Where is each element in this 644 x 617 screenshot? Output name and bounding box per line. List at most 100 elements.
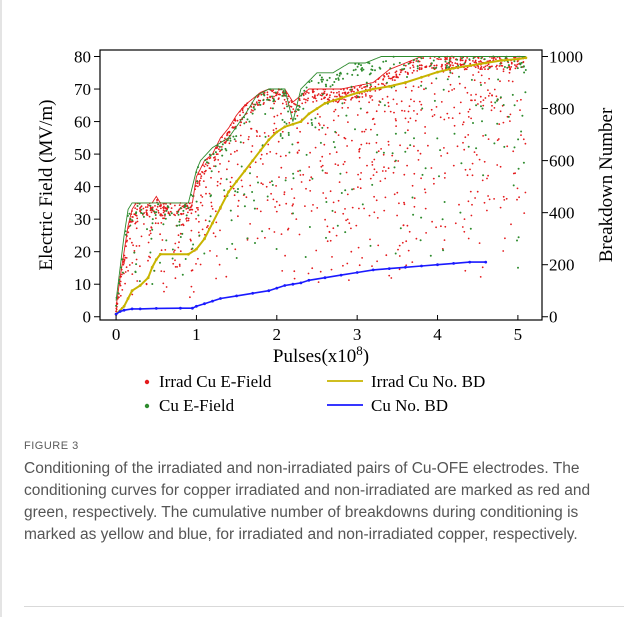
data-point	[204, 163, 207, 166]
data-point	[328, 76, 331, 79]
data-point	[375, 199, 378, 202]
data-point	[162, 223, 165, 226]
data-point	[343, 98, 345, 101]
data-point	[376, 260, 378, 263]
y-left-tick-label: 40	[74, 178, 91, 197]
data-point	[421, 107, 424, 110]
data-point	[283, 193, 286, 196]
data-point	[216, 180, 219, 183]
data-point	[343, 136, 346, 139]
x-tick-label: 2	[273, 325, 282, 344]
data-point	[214, 165, 217, 168]
data-point	[215, 221, 218, 224]
data-point	[460, 57, 463, 60]
data-point	[519, 62, 522, 65]
data-point	[461, 226, 464, 228]
data-point	[520, 66, 523, 69]
data-point	[153, 210, 156, 213]
data-point	[399, 69, 402, 71]
data-point	[124, 271, 127, 273]
data-point	[406, 76, 408, 78]
data-point	[449, 71, 452, 74]
data-point	[346, 262, 349, 265]
data-point	[182, 209, 185, 212]
data-point	[480, 61, 482, 63]
data-point	[201, 204, 204, 207]
data-point	[168, 214, 171, 217]
data-point	[377, 78, 380, 80]
data-point	[507, 64, 510, 67]
data-point	[135, 211, 138, 214]
data-point	[127, 269, 129, 272]
data-point	[332, 88, 335, 91]
data-point	[369, 83, 372, 86]
data-point	[291, 101, 293, 104]
data-point	[259, 103, 262, 106]
data-point	[342, 77, 344, 80]
data-point	[311, 124, 314, 126]
data-point	[218, 148, 220, 151]
data-point	[212, 153, 215, 155]
data-point	[435, 226, 437, 229]
data-point	[268, 227, 271, 230]
data-point	[306, 99, 309, 102]
data-point	[488, 77, 490, 80]
data-point	[129, 220, 132, 223]
data-point	[296, 104, 299, 107]
data-point	[349, 88, 352, 91]
data-point	[173, 251, 175, 253]
data-point	[456, 62, 459, 65]
data-point	[326, 225, 329, 228]
data-point	[285, 101, 287, 103]
data-point	[403, 201, 405, 204]
data-point	[135, 245, 138, 247]
data-point	[456, 58, 459, 61]
data-point	[261, 230, 264, 233]
data-point	[239, 124, 242, 127]
data-point	[391, 154, 394, 157]
data-point	[385, 60, 387, 63]
data-point	[273, 95, 275, 98]
data-point	[440, 155, 442, 157]
bd-point	[307, 112, 311, 116]
data-point	[389, 67, 392, 70]
data-point	[359, 187, 362, 190]
data-point	[381, 170, 384, 172]
data-point	[159, 233, 162, 236]
data-point	[446, 152, 449, 155]
data-point	[404, 64, 407, 67]
data-point	[474, 66, 477, 69]
data-point	[269, 88, 272, 91]
data-point	[247, 138, 250, 141]
figure-caption: FIGURE 3 Conditioning of the irradiated …	[24, 440, 624, 546]
data-point	[404, 117, 407, 120]
data-point	[287, 228, 289, 231]
data-point	[209, 250, 211, 252]
data-point	[146, 206, 149, 208]
data-point	[118, 296, 120, 299]
data-point	[369, 86, 371, 89]
data-point	[359, 178, 362, 181]
data-point	[477, 67, 480, 69]
data-point	[208, 157, 211, 160]
data-point	[347, 91, 350, 94]
data-point	[320, 78, 323, 81]
envelope-line	[115, 56, 526, 308]
bd-point	[114, 312, 118, 316]
data-point	[420, 84, 423, 87]
data-point	[510, 62, 513, 65]
data-point	[334, 95, 336, 98]
data-point	[524, 91, 527, 94]
data-point	[358, 86, 361, 88]
data-point	[321, 93, 324, 96]
data-point	[378, 77, 381, 79]
data-point	[492, 55, 495, 58]
bd-point	[339, 273, 343, 277]
data-point	[149, 229, 152, 232]
data-point	[314, 97, 317, 100]
data-point	[192, 291, 195, 293]
data-point	[311, 267, 314, 270]
bd-point	[150, 265, 154, 269]
data-point	[226, 168, 228, 171]
data-point	[163, 270, 166, 273]
